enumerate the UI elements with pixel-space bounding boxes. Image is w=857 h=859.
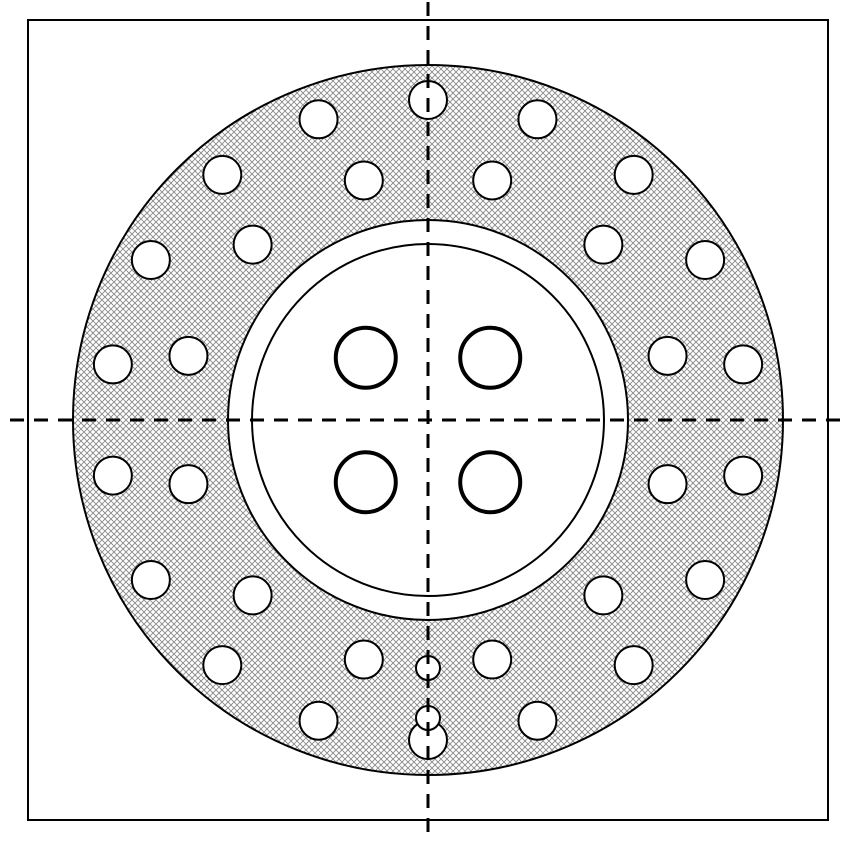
- vent-hole-r2-8: [345, 161, 383, 199]
- vent-hole-r2-0: [649, 465, 687, 503]
- vent-hole-r1-7: [132, 561, 170, 599]
- vent-hole-r2-1: [584, 576, 622, 614]
- vent-hole-r1-6: [203, 646, 241, 684]
- vent-hole-r2-2: [473, 641, 511, 679]
- vent-hole-r2-3: [345, 641, 383, 679]
- vent-hole-r1-10: [132, 241, 170, 279]
- vent-hole-r2-4: [234, 576, 272, 614]
- vent-hole-r1-14: [518, 100, 556, 138]
- vent-hole-r1-11: [203, 156, 241, 194]
- vent-hole-r1-15: [615, 156, 653, 194]
- bolt-hole-3: [460, 328, 520, 388]
- vent-hole-r1-8: [94, 457, 132, 495]
- vent-hole-r1-5: [300, 702, 338, 740]
- bolt-hole-1: [336, 452, 396, 512]
- vent-hole-r1-17: [724, 345, 762, 383]
- vent-hole-r1-1: [686, 561, 724, 599]
- vent-hole-r1-9: [94, 345, 132, 383]
- vent-hole-r1-16: [686, 241, 724, 279]
- vent-hole-r2-11: [649, 337, 687, 375]
- bolt-hole-0: [460, 452, 520, 512]
- vent-hole-r1-2: [615, 646, 653, 684]
- mechanical-drawing: [0, 0, 857, 859]
- vent-hole-r1-12: [300, 100, 338, 138]
- vent-hole-r2-7: [234, 226, 272, 264]
- vent-hole-r2-6: [169, 337, 207, 375]
- vent-hole-r1-0: [724, 457, 762, 495]
- vent-hole-r2-5: [169, 465, 207, 503]
- vent-hole-r1-3: [518, 702, 556, 740]
- vent-hole-r2-10: [584, 226, 622, 264]
- vent-hole-r2-9: [473, 161, 511, 199]
- bolt-hole-2: [336, 328, 396, 388]
